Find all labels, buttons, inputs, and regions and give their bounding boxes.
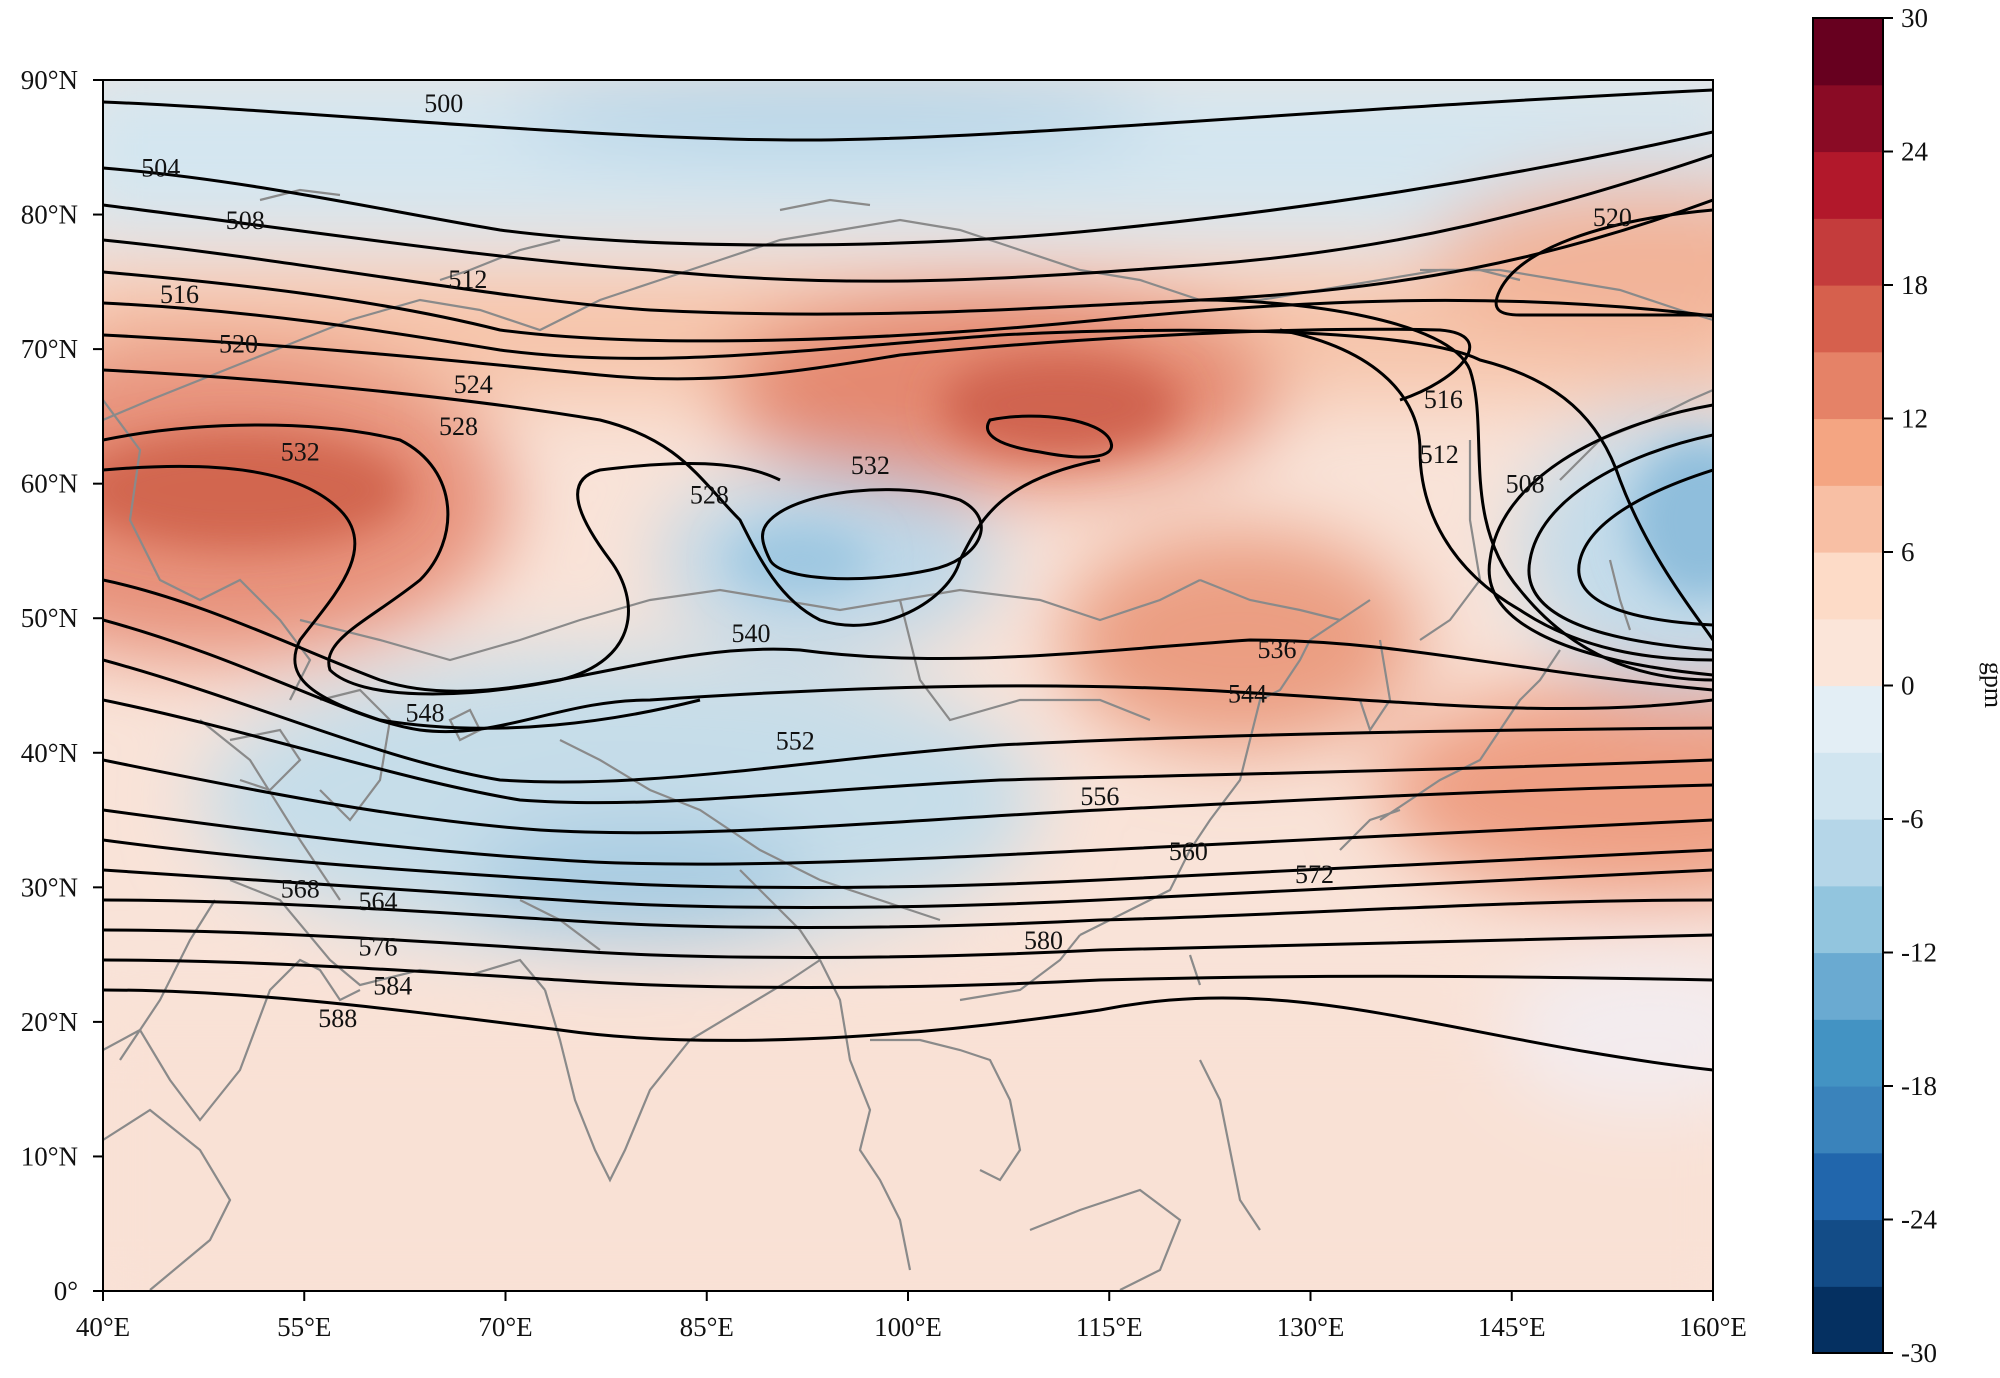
colorbar-label: gpm [1979,662,2000,708]
colorbar-tick-label: 30 [1901,3,1928,33]
contour-label: 516 [1424,385,1463,414]
contour-label: 576 [359,933,398,962]
colorbar-swatch [1813,1286,1883,1354]
colorbar-tick-label: -12 [1901,938,1937,968]
colorbar-tick-label: 24 [1901,137,1929,167]
anomaly-shading [103,80,1713,1291]
contour-label: 556 [1080,782,1119,811]
contour-label: 560 [1169,837,1208,866]
coastlines-and-borders [103,188,1713,1291]
colorbar-swatch [1813,819,1883,887]
colorbar-swatch [1813,1219,1883,1287]
colorbar-swatch [1813,552,1883,620]
contour-label: 520 [219,330,258,359]
contour-label: 516 [160,280,199,309]
contour-label: 532 [851,451,890,480]
lon-tick-label: 160°E [1679,1312,1747,1342]
contour-labels: 500 504 508 512 516 520 524 528 532 528 532 516 512 5… [141,89,1632,1033]
colorbar-swatch [1813,952,1883,1020]
contour-label: 508 [1506,470,1545,499]
contour-label: 564 [359,887,398,916]
lon-tick-label: 100°E [874,1312,942,1342]
lon-tick-label: 55°E [277,1312,331,1342]
colorbar-tick-label: 0 [1901,671,1915,701]
contour-label: 552 [776,727,815,756]
contour-label: 500 [424,89,463,118]
colorbar-swatch [1813,418,1883,486]
contour-label: 528 [690,480,729,509]
colorbar-ticks: 30 24 18 12 6 0 -6 -12 -18 -24 -30 [1883,3,1937,1368]
contour-label: 572 [1295,860,1334,889]
colorbar-swatch [1813,351,1883,420]
colorbar-swatch [1813,1019,1883,1087]
contour-label: 536 [1257,635,1296,664]
lat-tick-label: 90°N [21,65,78,95]
lon-tick-label: 85°E [680,1312,734,1342]
contour-label: 508 [226,206,265,235]
colorbar-swatch [1813,151,1883,219]
latitude-axis: 0° 10°N 20°N 30°N 40°N 50°N 60°N 70°N 80°N 90°N [21,65,103,1306]
colorbar-swatch [1813,685,1883,753]
lat-tick-label: 30°N [21,872,78,902]
colorbar-swatch [1813,618,1883,687]
contour-label: 584 [373,972,412,1001]
contour-label: 540 [732,619,771,648]
map-panel: 500 504 508 512 516 520 524 528 532 528 532 516 512 5… [21,65,1747,1342]
contour-label: 548 [406,698,445,727]
colorbar-swatch [1813,285,1883,353]
colorbar-tick-label: 12 [1901,404,1928,434]
contour-label: 580 [1024,926,1063,955]
lat-tick-label: 50°N [21,603,78,633]
colorbar-swatch [1813,18,1883,86]
colorbar-swatches [1813,18,1883,1354]
colorbar-swatch [1813,752,1883,820]
contour-label: 532 [281,437,320,466]
colorbar: 30 24 18 12 6 0 -6 -12 -18 -24 -30 gpm [1812,3,2000,1368]
lat-tick-label: 80°N [21,200,78,230]
contour-label: 512 [448,265,487,294]
contour-label: 544 [1228,680,1267,709]
lon-tick-label: 115°E [1076,1312,1143,1342]
colorbar-swatch [1813,485,1883,553]
longitude-axis: 40°E 55°E 70°E 85°E 100°E 115°E 130°E 145°E 160°… [76,1291,1747,1342]
colorbar-tick-label: -18 [1901,1071,1937,1101]
colorbar-tick-label: -6 [1901,804,1924,834]
lat-tick-label: 40°N [21,738,78,768]
lat-tick-label: 60°N [21,469,78,499]
contour-label: 568 [281,875,320,904]
colorbar-swatch [1813,885,1883,954]
lon-tick-label: 145°E [1478,1312,1546,1342]
colorbar-swatch [1813,1086,1883,1154]
contour-label: 588 [318,1004,357,1033]
contour-label: 512 [1420,440,1459,469]
colorbar-tick-label: 18 [1901,270,1928,300]
lon-tick-label: 70°E [478,1312,532,1342]
lon-tick-label: 130°E [1277,1312,1345,1342]
lat-tick-label: 10°N [21,1141,78,1171]
contour-label: 528 [439,412,478,441]
contour-label: 520 [1593,203,1632,232]
colorbar-tick-label: -30 [1901,1338,1937,1368]
colorbar-swatch [1813,1152,1883,1221]
lat-tick-label: 0° [54,1276,78,1306]
colorbar-swatch [1813,84,1883,153]
contour-label: 504 [141,153,180,182]
colorbar-swatch [1813,218,1883,286]
height-contours [103,88,1713,1072]
lat-tick-label: 70°N [21,334,78,364]
lat-tick-label: 20°N [21,1007,78,1037]
lon-tick-label: 40°E [76,1312,130,1342]
colorbar-tick-label: 6 [1901,537,1915,567]
colorbar-tick-label: -24 [1901,1205,1937,1235]
contour-label: 524 [454,370,493,399]
